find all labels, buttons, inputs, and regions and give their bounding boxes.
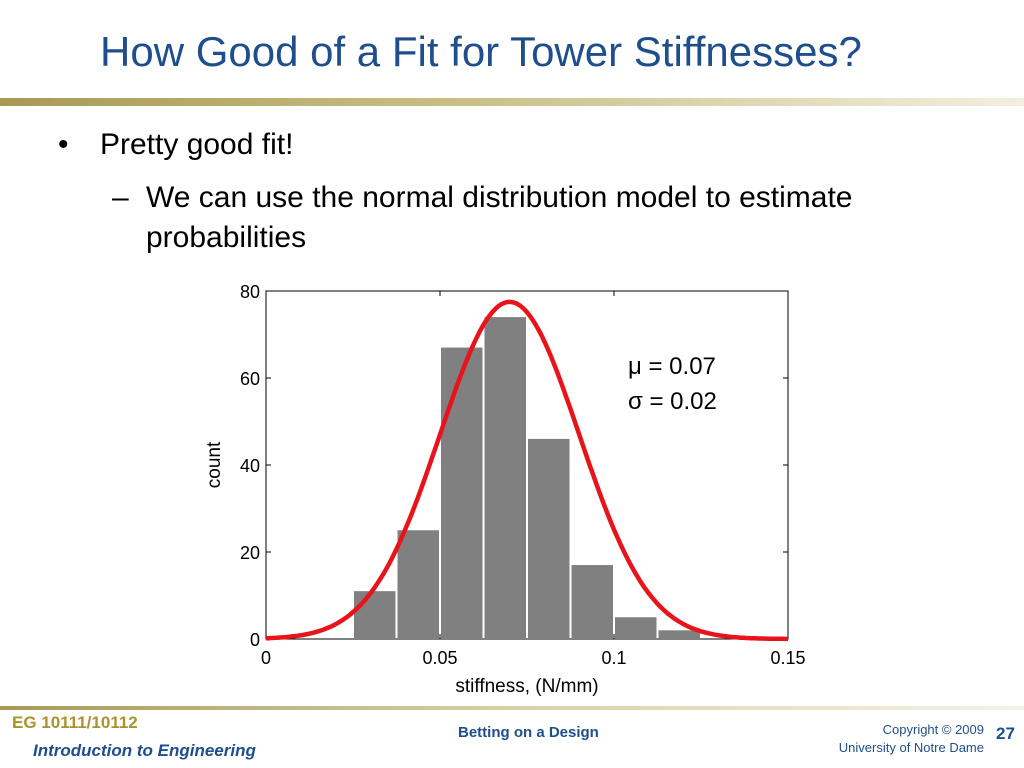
histogram-bar [354, 591, 396, 639]
histogram-bar [615, 617, 657, 639]
course-code: EG 10111/10112 [12, 713, 138, 732]
normal-fit-curve [265, 299, 788, 642]
annotation-mu: μ = 0.07 [628, 353, 716, 380]
histogram-bar [397, 530, 439, 639]
course-name: Introduction to Engineering [33, 741, 256, 760]
bullet-text: Pretty good fit! [100, 128, 294, 161]
bullet-marker: – [112, 181, 129, 214]
y-tick-label: 0 [250, 630, 260, 650]
page-number: 27 [996, 724, 1015, 743]
bars-group [354, 317, 700, 639]
footer-topic: Betting on a Design [458, 724, 599, 741]
y-tick-label: 80 [240, 282, 260, 302]
x-tick-label: 0.05 [422, 648, 457, 668]
bullet-text: We can use the normal distribution model… [146, 181, 853, 254]
histogram-bar [484, 317, 526, 639]
histogram-bar [441, 347, 483, 639]
x-tick-label: 0.15 [770, 648, 805, 668]
y-tick-label: 40 [240, 456, 260, 476]
slide-title: How Good of a Fit for Tower Stiffnesses? [100, 28, 862, 75]
x-tick-label: 0.1 [601, 648, 626, 668]
histogram-bar [528, 438, 570, 639]
y-tick-label: 20 [240, 543, 260, 563]
ticks-group: 0 20 40 60 80 0 0.05 0.1 0.15 [240, 282, 806, 668]
plot-area [265, 290, 789, 640]
histogram-bar [658, 630, 700, 639]
annotation-sigma: σ = 0.02 [628, 388, 717, 415]
bullet-marker: • [58, 128, 69, 161]
footer-divider [0, 706, 1024, 710]
university-text: University of Notre Dame [838, 740, 984, 755]
x-tick-label: 0 [261, 648, 271, 668]
histogram-bar [571, 565, 613, 639]
title-divider [0, 98, 1024, 106]
copyright-text: Copyright © 2009 [882, 722, 984, 737]
y-axis-label: count [204, 441, 225, 488]
x-axis-label: stiffness, (N/mm) [455, 676, 598, 697]
y-tick-label: 60 [240, 369, 260, 389]
